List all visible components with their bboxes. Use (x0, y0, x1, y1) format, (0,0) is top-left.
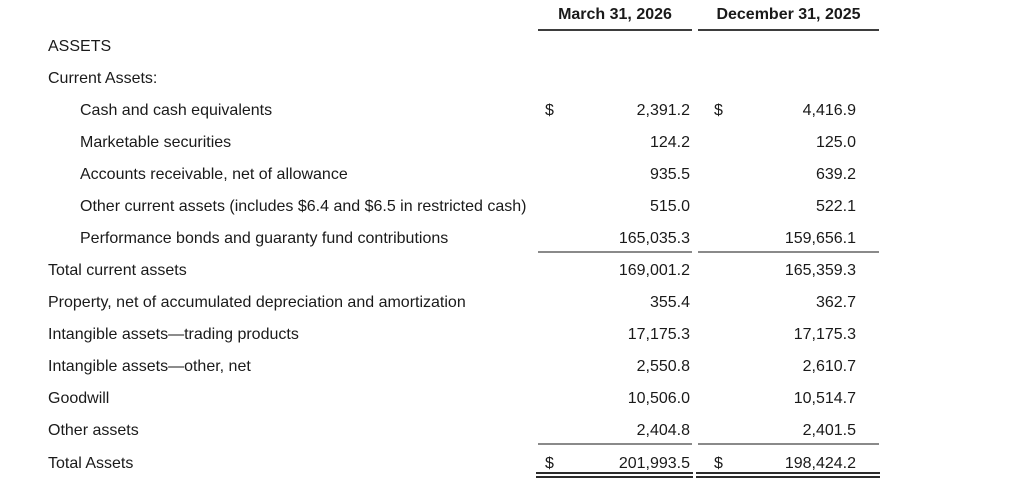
row-label: Goodwill (48, 390, 110, 407)
row-label: Total Assets (48, 455, 134, 472)
value: 522.1 (815, 198, 856, 215)
row-label: Intangible assets—other, net (48, 358, 251, 375)
value-cell: 522.1 (698, 198, 879, 216)
value: 935.5 (649, 166, 690, 183)
value-cell: 165,035.3 (538, 230, 692, 248)
balance-sheet-table: March 31, 2026 December 31, 2025 ASSETS … (0, 0, 900, 481)
section-label-current-assets: Current Assets: (48, 70, 158, 87)
row-label: Total current assets (48, 262, 187, 279)
row-label: Marketable securities (80, 134, 232, 151)
value-cell: 515.0 (538, 198, 692, 216)
header-spacer (0, 0, 538, 31)
value: 165,035.3 (618, 230, 690, 247)
table-row: Cash and cash equivalents $ 2,391.2 $ 4,… (0, 95, 900, 127)
column-header-december-31-2025: December 31, 2025 (698, 0, 879, 31)
value: 198,424.2 (784, 455, 856, 472)
value-cell: 10,514.7 (698, 390, 879, 408)
table-row: Intangible assets—other, net 2,550.8 2,6… (0, 351, 900, 383)
value: 515.0 (649, 198, 690, 215)
table-row: Performance bonds and guaranty fund cont… (0, 223, 900, 255)
value-cell: 639.2 (698, 166, 879, 184)
value: 17,175.3 (627, 326, 690, 343)
value-cell: 2,550.8 (538, 358, 692, 376)
value-cell: $ 198,424.2 (698, 455, 879, 473)
double-total-rule (536, 472, 693, 478)
table-row: Goodwill 10,506.0 10,514.7 (0, 383, 900, 415)
value: 10,506.0 (627, 390, 690, 407)
dollar-sign: $ (714, 102, 723, 119)
table-row: Property, net of accumulated depreciatio… (0, 287, 900, 319)
value: 165,359.3 (784, 262, 856, 279)
value: 10,514.7 (793, 390, 856, 407)
value-cell: 2,404.8 (538, 422, 692, 440)
value: 159,656.1 (784, 230, 856, 247)
row-label: Other current assets (includes $6.4 and … (80, 198, 527, 215)
value-cell: 125.0 (698, 134, 879, 152)
value: 2,550.8 (636, 358, 690, 375)
row-label: Performance bonds and guaranty fund cont… (80, 230, 449, 247)
row-label: Intangible assets—trading products (48, 326, 299, 343)
value-cell: 165,359.3 (698, 262, 879, 280)
table-row: Other current assets (includes $6.4 and … (0, 191, 900, 223)
table-row: Other assets 2,404.8 2,401.5 (0, 415, 900, 447)
value-cell: 159,656.1 (698, 230, 879, 248)
value-cell: 355.4 (538, 294, 692, 312)
row-label: Property, net of accumulated depreciatio… (48, 294, 466, 311)
value-cell: $ 201,993.5 (538, 455, 692, 473)
value: 124.2 (649, 134, 690, 151)
value-cell: $ 4,416.9 (698, 102, 879, 120)
table-row: Intangible assets—trading products 17,17… (0, 319, 900, 351)
table-row: ASSETS (0, 31, 900, 63)
section-label-assets: ASSETS (48, 38, 112, 55)
value-cell: 124.2 (538, 134, 692, 152)
value-cell: 362.7 (698, 294, 879, 312)
row-label: Accounts receivable, net of allowance (80, 166, 348, 183)
value-cell: $ 2,391.2 (538, 102, 692, 120)
value: 125.0 (815, 134, 856, 151)
value-cell: 2,610.7 (698, 358, 879, 376)
double-total-rule (696, 472, 880, 478)
value: 362.7 (815, 294, 856, 311)
dollar-sign: $ (545, 455, 554, 472)
value: 2,404.8 (636, 422, 690, 439)
value-cell: 169,001.2 (538, 262, 692, 280)
table-row: Marketable securities 124.2 125.0 (0, 127, 900, 159)
table-row: Current Assets: (0, 63, 900, 95)
table-row: Total current assets 169,001.2 165,359.3 (0, 255, 900, 287)
value: 2,391.2 (636, 102, 690, 119)
table-header-row: March 31, 2026 December 31, 2025 (0, 0, 900, 31)
value-cell: 17,175.3 (698, 326, 879, 344)
value: 355.4 (649, 294, 690, 311)
value: 2,401.5 (802, 422, 856, 439)
dollar-sign: $ (545, 102, 554, 119)
dollar-sign: $ (714, 455, 723, 472)
value-cell: 10,506.0 (538, 390, 692, 408)
value: 2,610.7 (802, 358, 856, 375)
row-label: Cash and cash equivalents (80, 102, 273, 119)
value: 17,175.3 (793, 326, 856, 343)
table-row-total-assets: Total Assets $ 201,993.5 $ 198,424.2 (0, 447, 900, 481)
table-row: Accounts receivable, net of allowance 93… (0, 159, 900, 191)
column-rule (698, 251, 879, 253)
value: 4,416.9 (802, 102, 856, 119)
column-rule (538, 251, 692, 253)
value-cell: 2,401.5 (698, 422, 879, 440)
column-header-march-31-2026: March 31, 2026 (538, 0, 692, 31)
value-cell: 17,175.3 (538, 326, 692, 344)
column-rule (698, 443, 879, 445)
column-rule (538, 443, 692, 445)
value: 169,001.2 (618, 262, 690, 279)
value: 201,993.5 (618, 455, 690, 472)
row-label: Other assets (48, 422, 139, 439)
value: 639.2 (815, 166, 856, 183)
value-cell: 935.5 (538, 166, 692, 184)
